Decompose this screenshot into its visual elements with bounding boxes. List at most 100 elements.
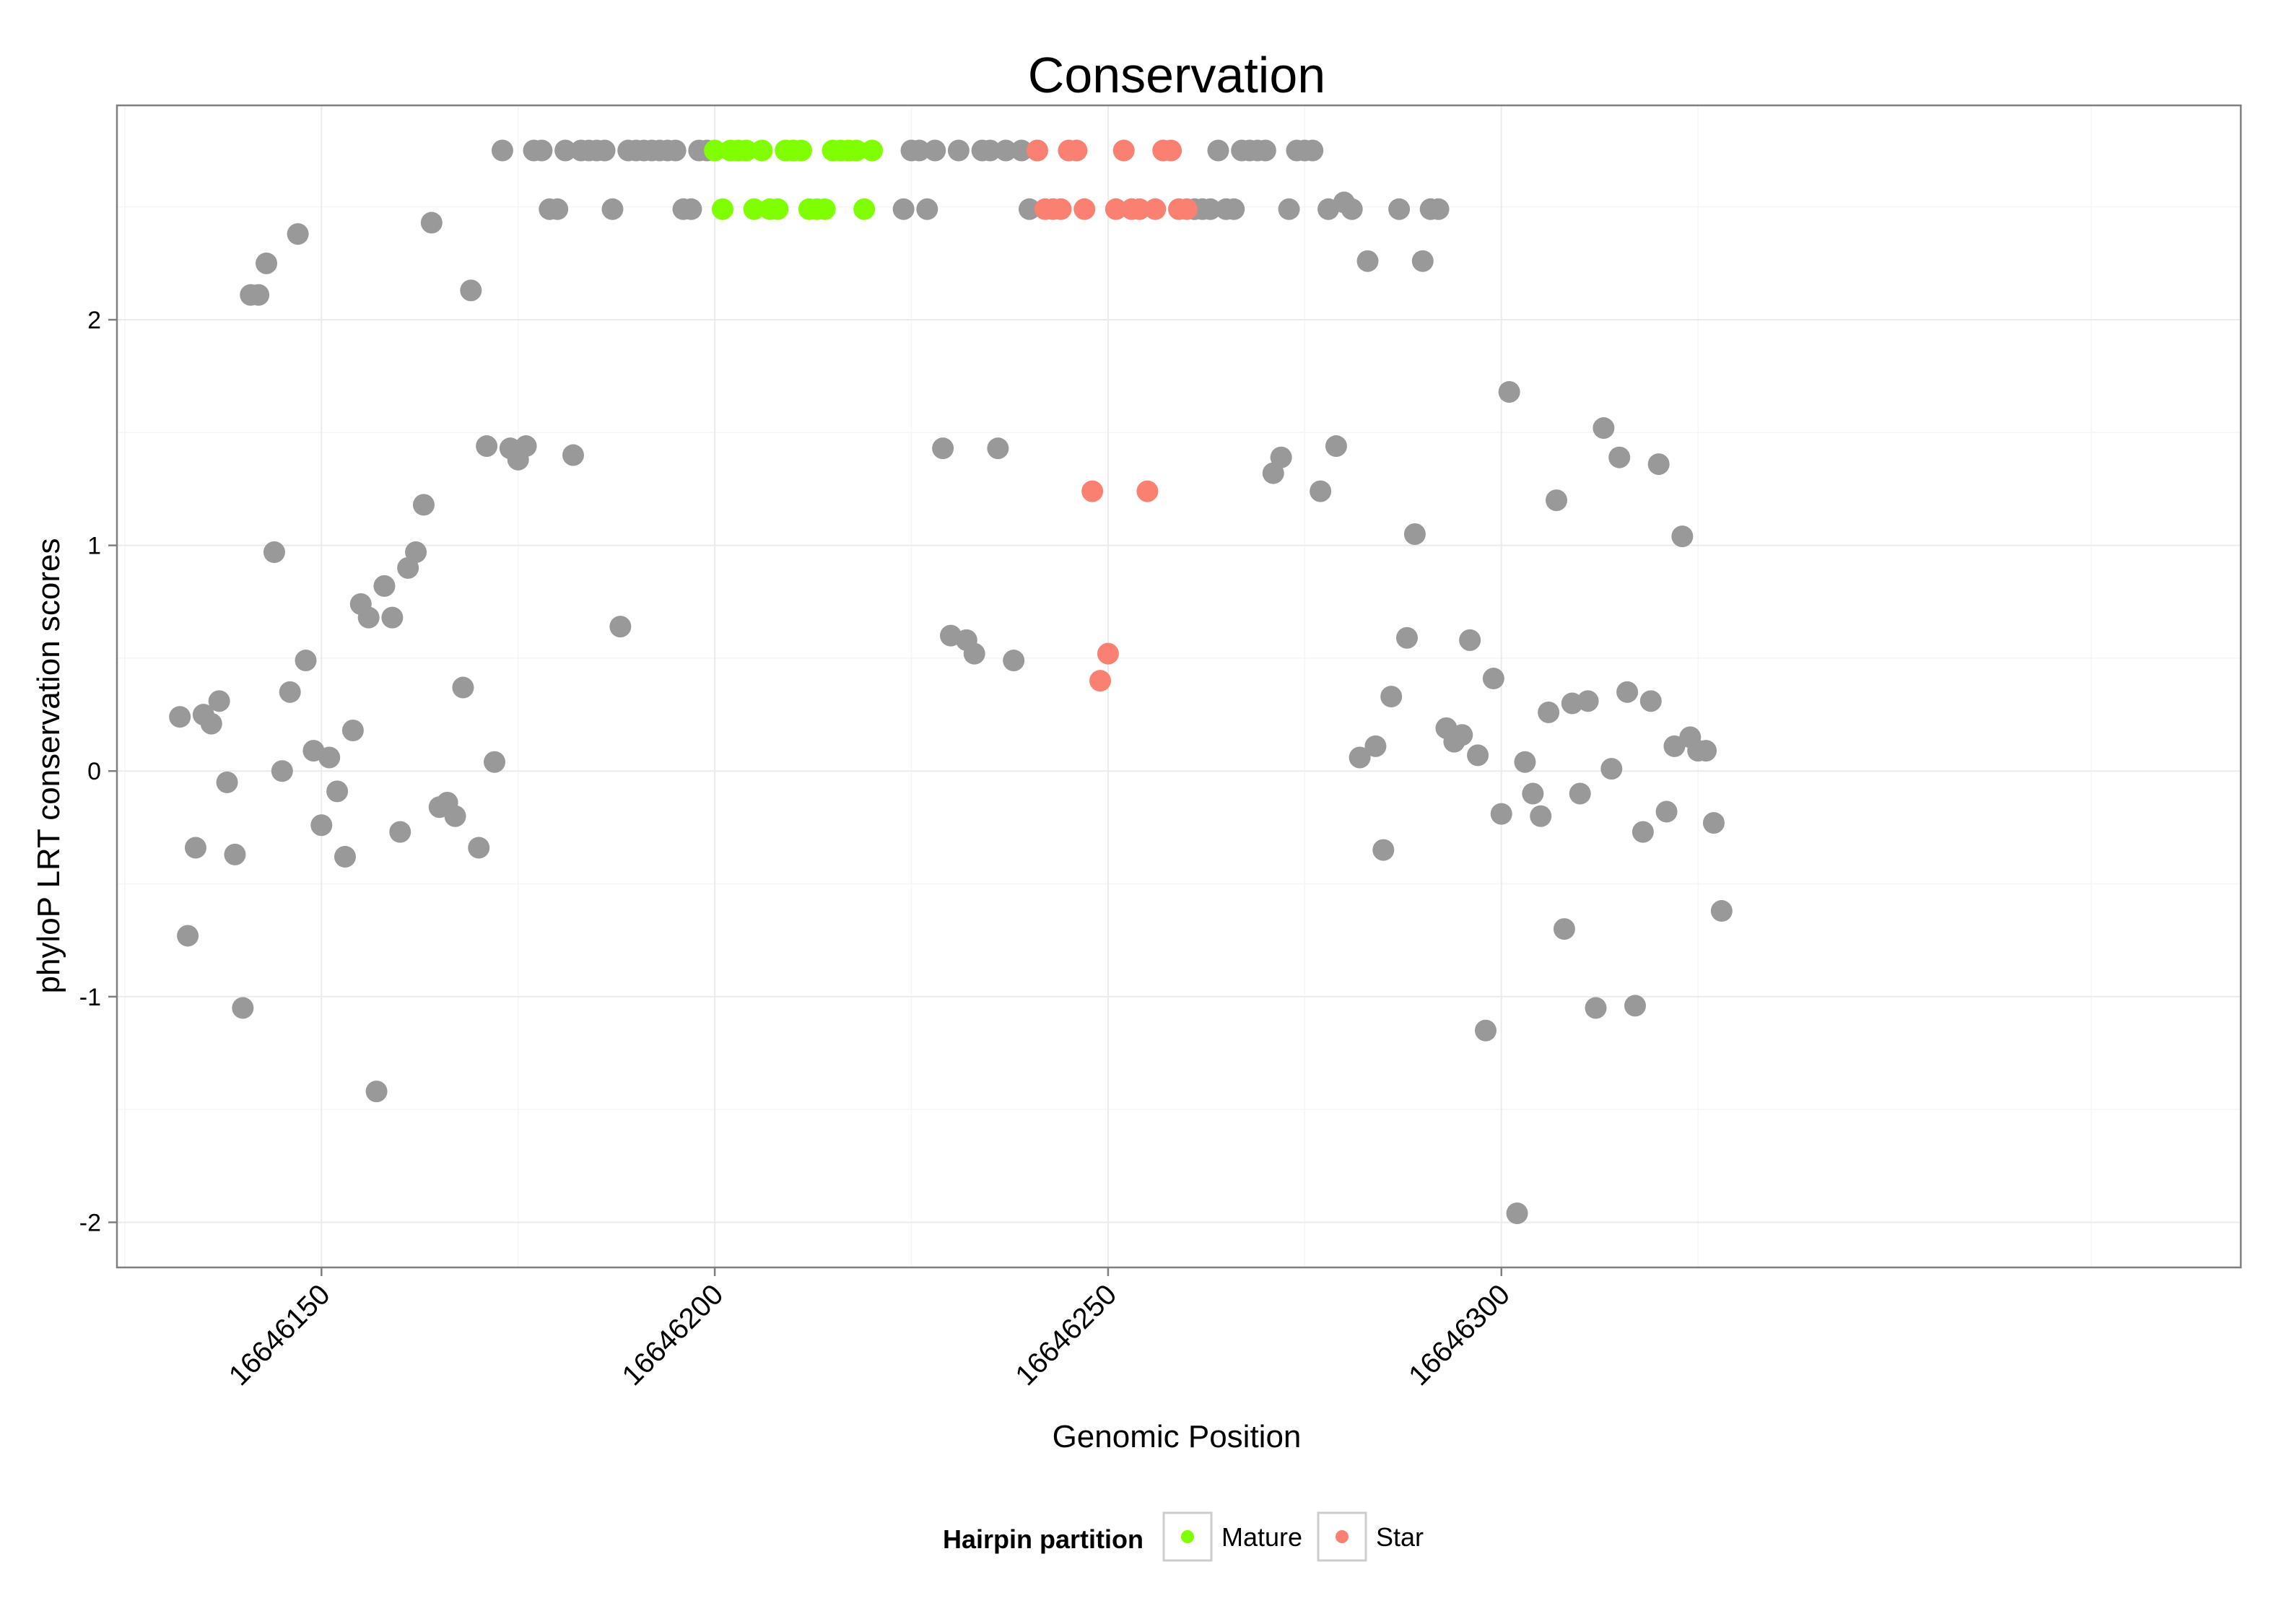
data-point-star	[1026, 139, 1048, 162]
series-other	[169, 139, 1733, 1224]
data-point-other	[318, 746, 341, 769]
data-point-other	[995, 139, 1017, 162]
data-point-other	[334, 846, 356, 868]
data-point-mature	[712, 198, 734, 220]
data-point-other	[341, 719, 364, 741]
data-point-other	[389, 821, 411, 843]
legend-title: Hairpin partition	[943, 1524, 1143, 1554]
data-point-star	[1089, 670, 1112, 692]
legend-mature-dot	[1181, 1530, 1194, 1543]
data-point-other	[1325, 435, 1347, 458]
data-point-other	[1663, 735, 1686, 757]
data-point-other	[1302, 139, 1324, 162]
y-axis-title: phyloP LRT conservation scores	[31, 538, 66, 993]
data-point-other	[916, 198, 938, 220]
data-point-other	[1569, 782, 1591, 805]
data-point-other	[1624, 995, 1646, 1017]
data-point-other	[562, 444, 584, 466]
data-point-other	[1490, 803, 1512, 825]
y-tick-label: 2	[87, 307, 101, 334]
data-point-other	[412, 494, 435, 516]
data-point-other	[1427, 198, 1450, 220]
data-point-star	[1136, 480, 1159, 502]
data-point-star	[1097, 642, 1119, 665]
data-point-other	[979, 139, 1001, 162]
data-point-other	[1538, 701, 1560, 723]
data-point-other	[908, 139, 931, 162]
data-point-other	[1514, 751, 1536, 773]
data-point-other	[1702, 812, 1725, 834]
data-point-star	[1105, 198, 1127, 220]
data-point-other	[987, 437, 1009, 460]
data-point-other	[1498, 381, 1520, 403]
data-point-other	[1616, 681, 1639, 703]
data-point-other	[531, 139, 553, 162]
data-point-other	[1349, 746, 1371, 769]
data-point-other	[216, 771, 238, 793]
data-point-other	[381, 606, 404, 629]
data-point-mature	[751, 139, 773, 162]
chart-title: Conservation	[1028, 47, 1325, 103]
data-point-other	[1608, 446, 1631, 468]
y-tick-label: 1	[87, 533, 101, 560]
y-tick-label: -2	[79, 1209, 101, 1236]
data-point-other	[177, 925, 199, 947]
data-point-other	[208, 690, 230, 712]
data-point-other	[932, 437, 954, 460]
data-point-mature	[845, 139, 868, 162]
data-point-other	[1356, 250, 1379, 272]
data-point-other	[1482, 668, 1504, 690]
data-point-other	[1546, 489, 1568, 512]
data-point-other	[924, 139, 946, 162]
data-point-star	[1066, 139, 1088, 162]
data-point-other	[1003, 650, 1025, 672]
x-axis-title: Genomic Position	[1053, 1419, 1302, 1454]
data-point-other	[248, 284, 270, 306]
data-point-other	[263, 541, 285, 563]
data-point-other	[1600, 758, 1623, 780]
data-point-other	[947, 139, 970, 162]
data-point-other	[554, 139, 577, 162]
y-axis: -2 -1 0 1 2	[79, 307, 117, 1236]
legend-label-mature: Mature	[1221, 1522, 1302, 1552]
data-point-other	[405, 541, 427, 563]
data-point-other	[256, 252, 278, 274]
y-tick-label: 0	[87, 758, 101, 785]
data-point-other	[1254, 139, 1276, 162]
data-point-other	[664, 139, 687, 162]
data-point-other	[1585, 997, 1607, 1019]
data-point-mature	[814, 198, 836, 220]
panel-background	[117, 105, 2241, 1267]
data-point-other	[1380, 686, 1403, 708]
data-point-other	[593, 139, 616, 162]
data-point-star	[1160, 139, 1182, 162]
data-point-mature	[790, 139, 812, 162]
data-point-other	[1593, 417, 1615, 440]
data-point-star	[1073, 198, 1096, 220]
data-point-other	[184, 837, 206, 859]
data-point-other	[1671, 525, 1694, 548]
data-point-mature	[735, 139, 757, 162]
data-point-other	[1395, 627, 1418, 649]
legend: Hairpin partition Mature Star	[943, 1511, 1424, 1562]
data-point-other	[1411, 250, 1434, 272]
data-point-other	[326, 780, 349, 803]
data-point-mature	[704, 139, 726, 162]
data-point-other	[452, 676, 474, 699]
data-point-other	[224, 843, 246, 865]
data-point-other	[1372, 839, 1395, 861]
data-point-other	[1310, 480, 1332, 502]
data-point-other	[1199, 198, 1221, 220]
data-point-other	[1341, 198, 1363, 220]
data-point-other	[609, 616, 632, 638]
data-point-other	[1695, 740, 1717, 762]
data-point-other	[1278, 198, 1300, 220]
data-point-other	[892, 198, 915, 220]
data-point-other	[484, 751, 506, 773]
data-point-other	[1632, 821, 1654, 843]
data-point-mature	[743, 198, 765, 220]
data-point-other	[1639, 690, 1662, 712]
data-point-other	[271, 760, 293, 782]
data-point-mature	[767, 198, 789, 220]
